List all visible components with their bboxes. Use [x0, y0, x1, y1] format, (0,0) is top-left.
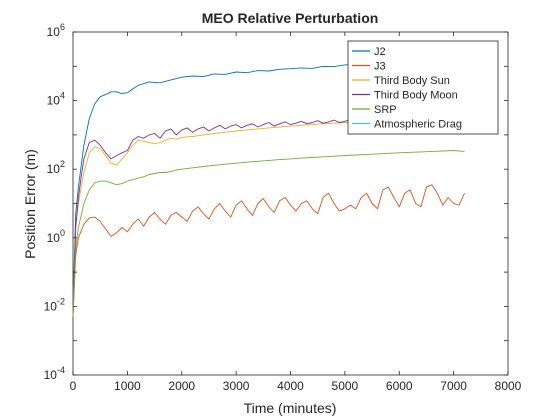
- x-tick-label: 1000: [114, 379, 141, 393]
- x-tick-label: 8000: [495, 379, 522, 393]
- y-tick-exponent: 6: [60, 22, 65, 32]
- x-tick-label: 5000: [332, 379, 359, 393]
- y-tick-label: 10-4: [44, 365, 65, 382]
- y-tick-label: 104: [47, 91, 65, 108]
- legend-entry: J3: [374, 61, 386, 73]
- y-tick-base: 10: [47, 231, 61, 245]
- y-tick-base: 10: [44, 299, 58, 313]
- legend-box: [347, 40, 499, 135]
- y-tick-exponent: 0: [60, 228, 65, 238]
- x-tick-label: 3000: [223, 379, 250, 393]
- x-tick-label: 2000: [168, 379, 195, 393]
- y-tick-label: 100: [47, 228, 65, 245]
- series-line-j3: [72, 184, 465, 317]
- y-tick-base: 10: [44, 368, 58, 382]
- y-tick-label: 10-2: [44, 296, 65, 313]
- legend-entry: Atmospheric Drag: [374, 119, 462, 131]
- y-tick-base: 10: [47, 94, 61, 108]
- legend: J2 J3 Third Body Sun Third Body Moon SRP Atmo…: [347, 40, 499, 135]
- y-tick-exponent: 4: [60, 91, 65, 101]
- series-line-srp: [72, 150, 465, 317]
- y-axis-label: Position Error (m): [22, 149, 38, 259]
- x-tick-label: 6000: [386, 379, 413, 393]
- x-axis: 0 1000 2000 3000 4000 5000 6000 7000 8000: [70, 32, 522, 393]
- y-tick-base: 10: [47, 25, 61, 39]
- x-tick-label: 7000: [440, 379, 467, 393]
- x-tick-label: 4000: [277, 379, 304, 393]
- y-tick-exponent: -4: [57, 365, 65, 375]
- y-tick-label: 102: [47, 159, 65, 176]
- y-tick-base: 10: [47, 162, 61, 176]
- x-axis-label: Time (minutes): [244, 400, 337, 416]
- chart-title: MEO Relative Perturbation: [202, 10, 379, 26]
- series-layer: [72, 63, 465, 317]
- legend-entry: SRP: [374, 104, 397, 116]
- series-line-j2: [72, 63, 373, 307]
- y-tick-label: 106: [47, 22, 65, 39]
- x-tick-label: 0: [70, 379, 77, 393]
- legend-entry: Third Body Sun: [374, 75, 450, 87]
- legend-entry: J2: [374, 46, 386, 58]
- legend-entry: Third Body Moon: [374, 90, 458, 102]
- y-tick-exponent: 2: [60, 159, 65, 169]
- y-tick-exponent: -2: [57, 296, 65, 306]
